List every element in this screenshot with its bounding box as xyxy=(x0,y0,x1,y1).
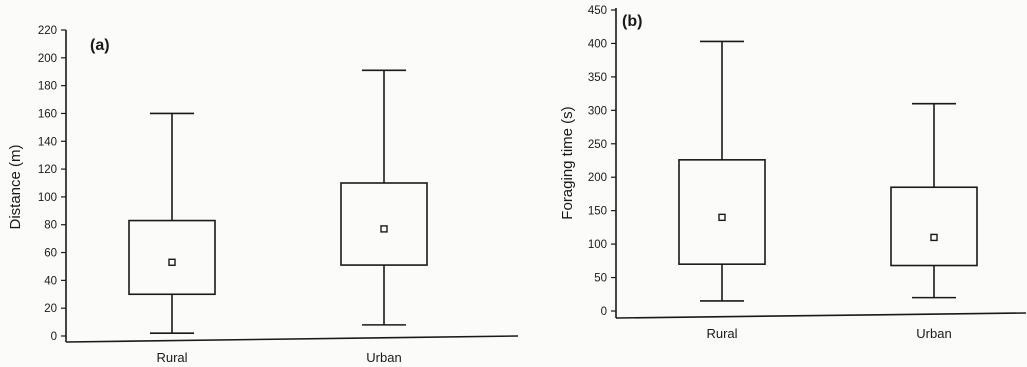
box-rural xyxy=(678,40,766,302)
category-label-urban: Urban xyxy=(916,326,951,341)
y-tick-label: 150 xyxy=(588,206,607,218)
y-tick-label: 200 xyxy=(588,172,607,184)
category-label-urban: Urban xyxy=(366,350,401,365)
interquartile-box xyxy=(128,219,216,296)
y-tick-label: 140 xyxy=(38,136,57,148)
category-label-rural: Rural xyxy=(156,350,187,365)
y-tick-label: 100 xyxy=(588,239,607,251)
box-rural xyxy=(128,112,216,335)
category-labels: Rural Urban xyxy=(706,326,951,341)
y-tick-label: 120 xyxy=(38,164,57,176)
y-tick-label: 20 xyxy=(44,303,57,315)
y-tick-label: 60 xyxy=(44,248,57,260)
y-tick-label: 0 xyxy=(601,306,607,318)
x-axis xyxy=(65,335,519,343)
y-tick-label: 220 xyxy=(38,25,57,37)
y-tick-label: 200 xyxy=(38,53,57,65)
y-tick-label: 450 xyxy=(588,5,607,17)
y-axis-label: Distance (m) xyxy=(7,144,24,229)
y-axis-ticks: 0 20 40 60 80 100 120 140 160 180 200 220 xyxy=(38,25,66,343)
box-urban xyxy=(890,102,978,299)
y-axis-ticks: 0 50 100 150 200 250 300 350 400 450 xyxy=(588,5,616,318)
boxes xyxy=(128,69,428,335)
panel-label: (a) xyxy=(90,37,110,54)
boxes xyxy=(678,40,978,302)
y-tick-label: 50 xyxy=(594,273,607,285)
y-tick-label: 350 xyxy=(588,72,607,84)
interquartile-box xyxy=(340,182,428,266)
mean-marker xyxy=(380,225,388,233)
interquartile-box xyxy=(890,186,978,267)
y-tick-label: 100 xyxy=(38,192,57,204)
box-urban xyxy=(340,69,428,326)
category-labels: Rural Urban xyxy=(156,350,401,365)
y-tick-label: 80 xyxy=(44,220,57,232)
y-tick-label: 160 xyxy=(38,108,57,120)
y-tick-label: 0 xyxy=(51,331,57,343)
y-tick-label: 250 xyxy=(588,139,607,151)
panel-label: (b) xyxy=(622,13,642,30)
box-plot-foraging-time: 0 50 100 150 200 250 300 350 400 450 (b) Foraging… xyxy=(559,5,1027,341)
y-tick-label: 400 xyxy=(588,38,607,50)
category-label-rural: Rural xyxy=(706,326,737,341)
mean-marker xyxy=(718,213,726,222)
y-tick-label: 180 xyxy=(38,81,57,93)
y-axis-label: Foraging time (s) xyxy=(559,106,576,219)
box-plot-distance: 0 20 40 60 80 100 120 140 160 180 200 220 (a) Dista… xyxy=(7,25,519,365)
y-tick-label: 40 xyxy=(44,275,57,287)
mean-marker xyxy=(930,233,938,242)
mean-marker xyxy=(168,258,176,266)
y-tick-label: 300 xyxy=(588,105,607,117)
x-axis xyxy=(615,312,1027,319)
interquartile-box xyxy=(678,159,766,265)
